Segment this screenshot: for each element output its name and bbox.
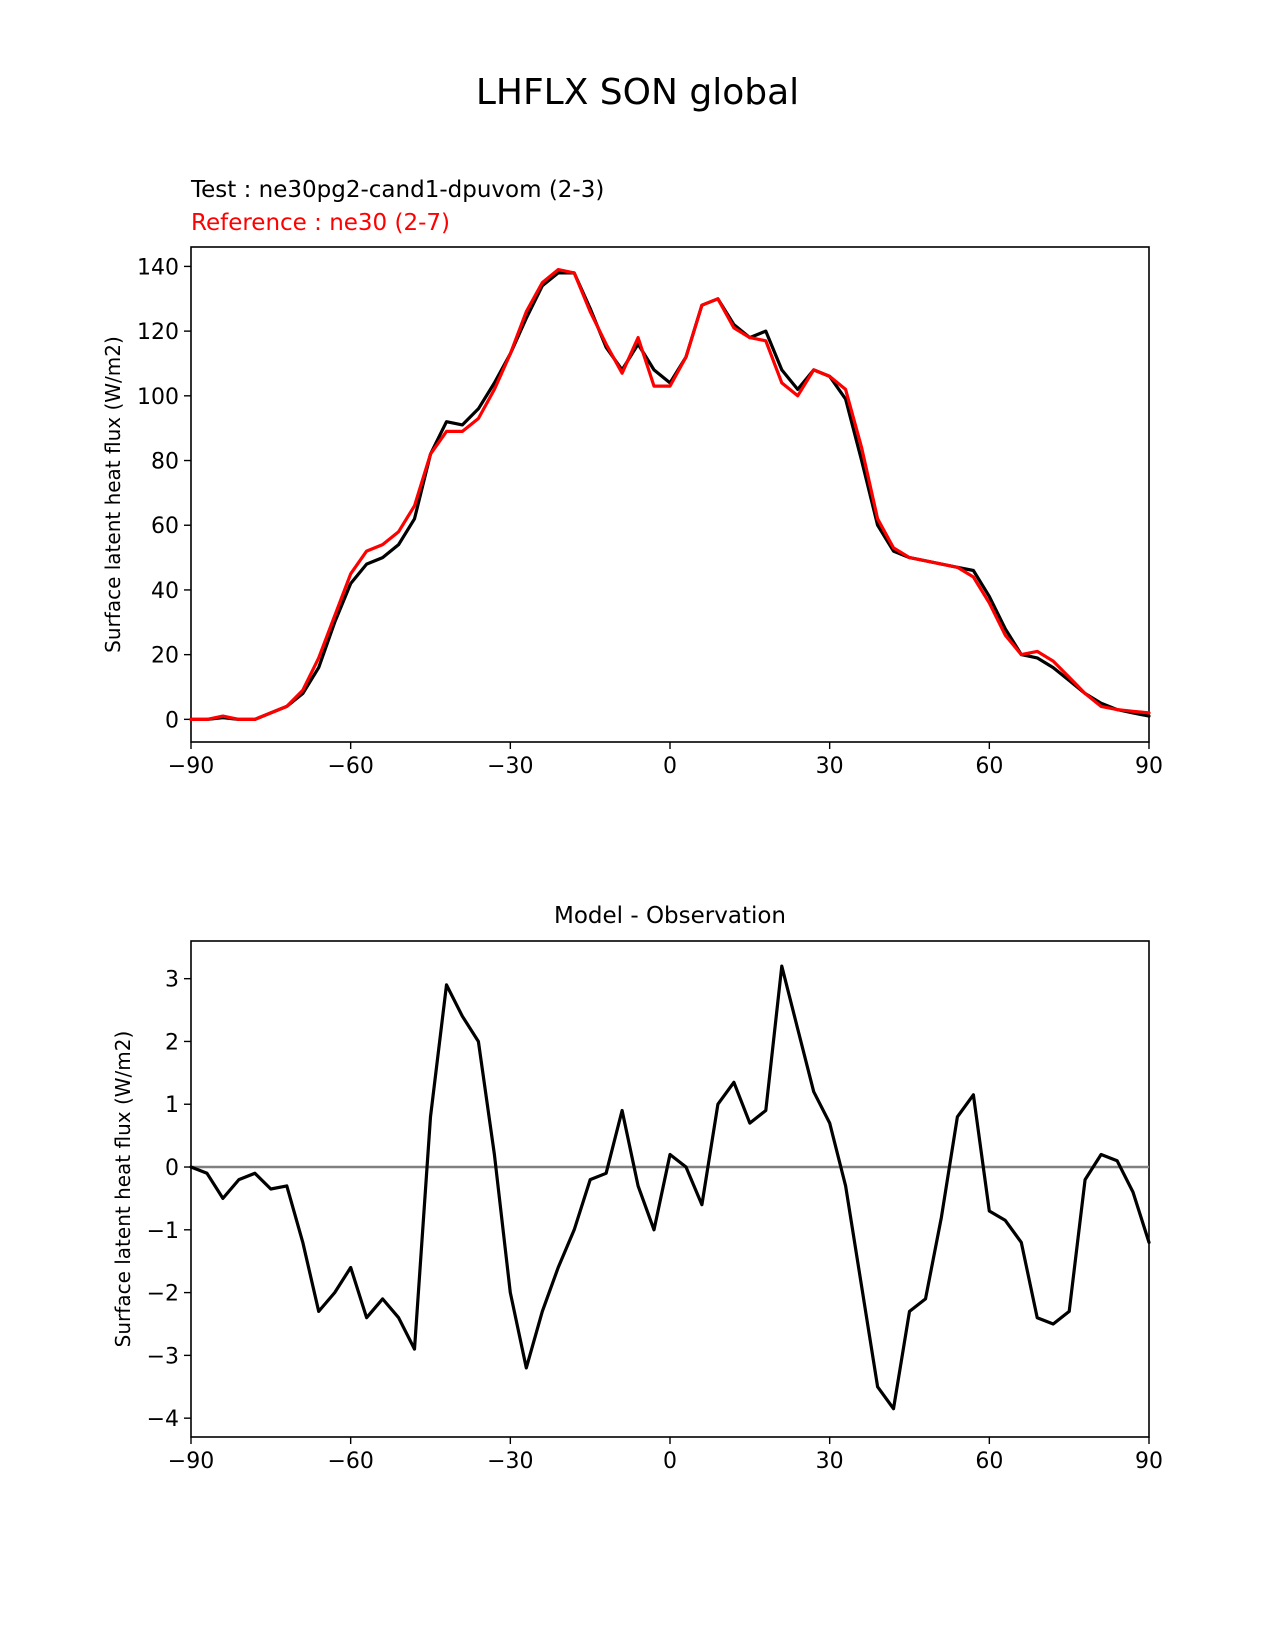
top-ytick-label: 40 — [151, 579, 179, 604]
test-label: Test : ne30pg2-cand1-dpuvom (2-3) — [190, 177, 604, 203]
top-ytick-label: 20 — [151, 644, 179, 669]
top-xtick-label: 90 — [1135, 754, 1163, 779]
top-xtick-label: −60 — [327, 754, 373, 779]
top-xtick-label: −30 — [487, 754, 533, 779]
top-ytick-label: 120 — [137, 320, 179, 345]
top-ytick-label: 140 — [137, 255, 179, 280]
top-series-line-reference — [189, 268, 1151, 722]
top-xtick-label: 30 — [816, 754, 844, 779]
top-ytick-label: 0 — [165, 708, 179, 733]
top-axes-frame — [190, 246, 1150, 743]
top-ytick-label: 60 — [151, 514, 179, 539]
top-ylabel: Surface latent heat flux (W/m2) — [101, 336, 125, 653]
top-xtick-label: 60 — [975, 754, 1003, 779]
top-series-line-test — [189, 271, 1151, 722]
top-xtick-label: −90 — [168, 754, 214, 779]
top-ytick-label: 100 — [137, 385, 179, 410]
top-ytick-label: 80 — [151, 450, 179, 475]
reference-label: Reference : ne30 (2-7) — [191, 210, 450, 236]
top-xtick-label: 0 — [663, 754, 677, 779]
figure-title: LHFLX SON global — [475, 72, 800, 113]
